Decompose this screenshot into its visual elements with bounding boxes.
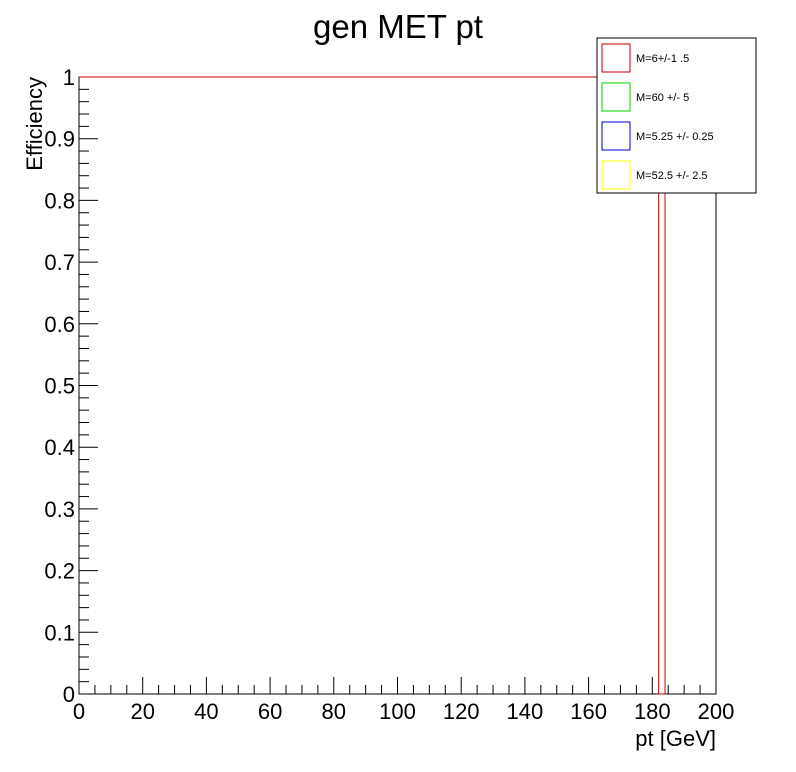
y-tick-label: 0.2 <box>44 559 75 584</box>
y-tick-label: 0.6 <box>44 312 75 337</box>
y-tick-label: 0.9 <box>44 127 75 152</box>
y-tick-label: 0.5 <box>44 374 75 399</box>
x-tick-label: 140 <box>507 699 544 724</box>
x-tick-label: 100 <box>379 699 416 724</box>
x-tick-label: 200 <box>698 699 735 724</box>
legend-label: M=6+/-1 .5 <box>636 53 689 65</box>
axis-ticks: 0 20 40 60 80 100 120 140 160 180 200 0 0.1 0.2 0.3 0.4… <box>44 65 734 724</box>
legend-label: M=5.25 +/- 0.25 <box>636 131 714 143</box>
legend-box <box>596 37 757 194</box>
x-tick-label: 20 <box>130 699 154 724</box>
y-tick-label: 0.7 <box>44 250 75 275</box>
x-tick-label: 80 <box>322 699 346 724</box>
x-tick-label: 40 <box>194 699 218 724</box>
legend-swatch <box>601 160 631 190</box>
y-tick-label: 0.1 <box>44 620 75 645</box>
chart-title: gen MET pt <box>313 8 483 45</box>
y-axis-title: Efficiency <box>22 77 47 171</box>
y-tick-label: 0.8 <box>44 188 75 213</box>
x-tick-label: 0 <box>73 699 85 724</box>
legend: M=6+/-1 .5 M=60 +/- 5 M=5.25 +/- 0.25 M=52.… <box>596 37 757 194</box>
x-tick-label: 120 <box>443 699 480 724</box>
legend-swatch <box>601 43 631 73</box>
y-tick-label: 1 <box>63 65 75 90</box>
legend-swatch <box>601 82 631 112</box>
x-tick-label: 60 <box>258 699 282 724</box>
x-tick-label: 160 <box>570 699 607 724</box>
legend-swatch <box>601 121 631 151</box>
y-tick-label: 0 <box>63 682 75 707</box>
x-tick-label: 180 <box>634 699 671 724</box>
x-axis-title: pt [GeV] <box>635 726 716 751</box>
y-tick-label: 0.4 <box>44 435 75 460</box>
y-tick-label: 0.3 <box>44 497 75 522</box>
legend-label: M=60 +/- 5 <box>636 92 689 104</box>
legend-label: M=52.5 +/- 2.5 <box>636 170 708 182</box>
